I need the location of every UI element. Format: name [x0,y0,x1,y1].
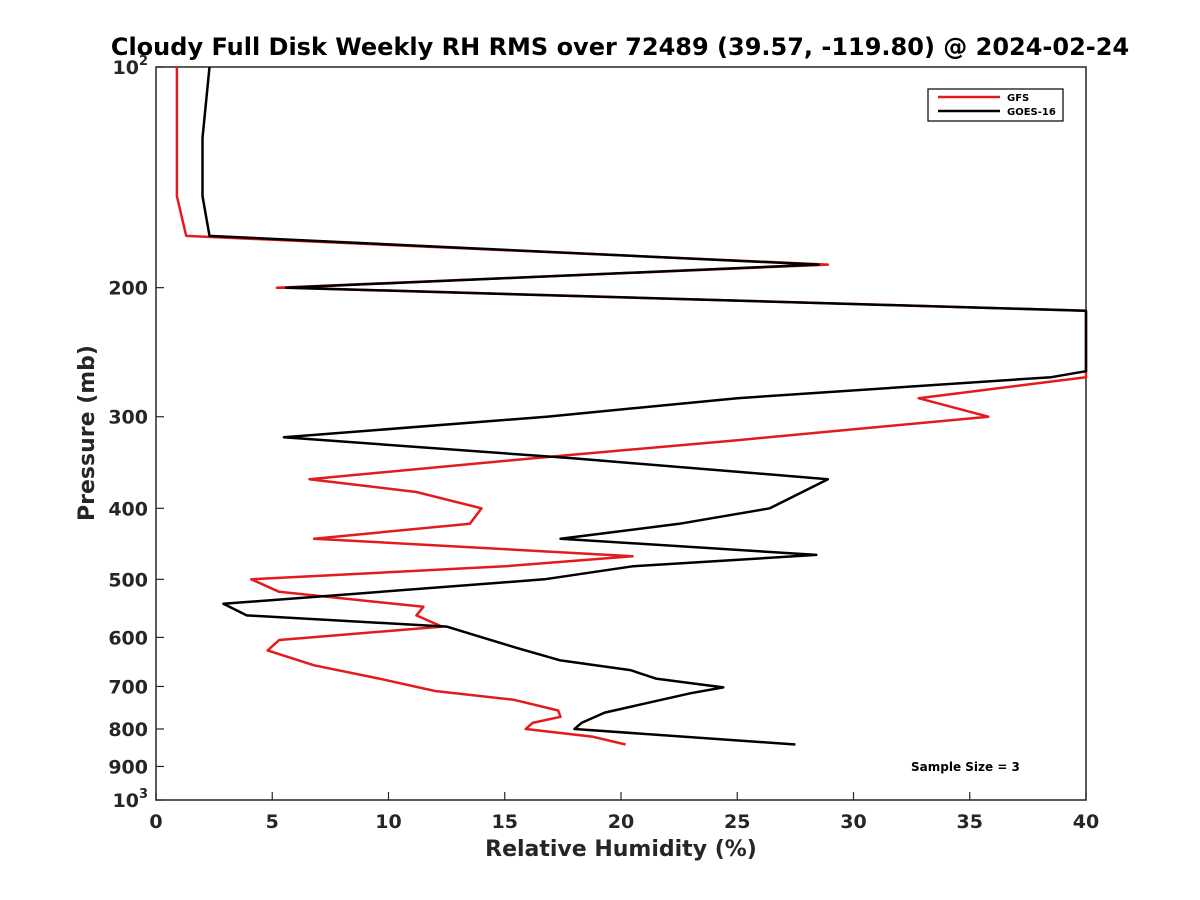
legend-box [927,88,1064,122]
plot-frame [155,66,1087,801]
x-tick-label: 10 [375,811,401,833]
y-tick-label: 600 [108,627,148,649]
legend: GFS GOES-16 [927,88,1064,122]
x-tick-label: 20 [608,811,634,833]
y-tick-label: 400 [108,498,148,520]
x-tick-label: 40 [1073,811,1099,833]
x-tick-label: 0 [149,811,162,833]
series-line-goes16 [201,66,1088,746]
x-tick-label: 30 [840,811,866,833]
x-axis-label: Relative Humidity (%) [485,837,757,862]
y-tick-label: 700 [108,676,148,698]
y-tick-label: 102 [113,54,149,79]
legend-label-goes16: GOES-16 [1007,107,1056,118]
chart-title: Cloudy Full Disk Weekly RH RMS over 7248… [111,33,1129,61]
series-layer [175,66,1088,746]
y-tick-label: 900 [108,756,148,778]
y-tick-label: 200 [108,278,148,300]
x-tick-label: 5 [266,811,279,833]
y-tick-label: 103 [113,787,149,812]
y-tick-label: 800 [108,719,148,741]
x-tick-label: 25 [724,811,750,833]
y-tick-label: 500 [108,569,148,591]
y-axis-label: Pressure (mb) [75,345,100,521]
legend-label-gfs: GFS [1007,93,1029,104]
x-axis-ticks: 0 5 10 15 20 25 30 35 40 [149,792,1099,833]
sample-size-annotation: Sample Size = 3 [911,760,1020,774]
x-tick-label: 35 [957,811,983,833]
series-line-gfs [175,67,1088,746]
x-tick-label: 15 [492,811,518,833]
y-tick-label: 300 [108,407,148,429]
y-axis-ticks: 102 200 300 400 500 600 700 800 900 103 [108,54,164,812]
